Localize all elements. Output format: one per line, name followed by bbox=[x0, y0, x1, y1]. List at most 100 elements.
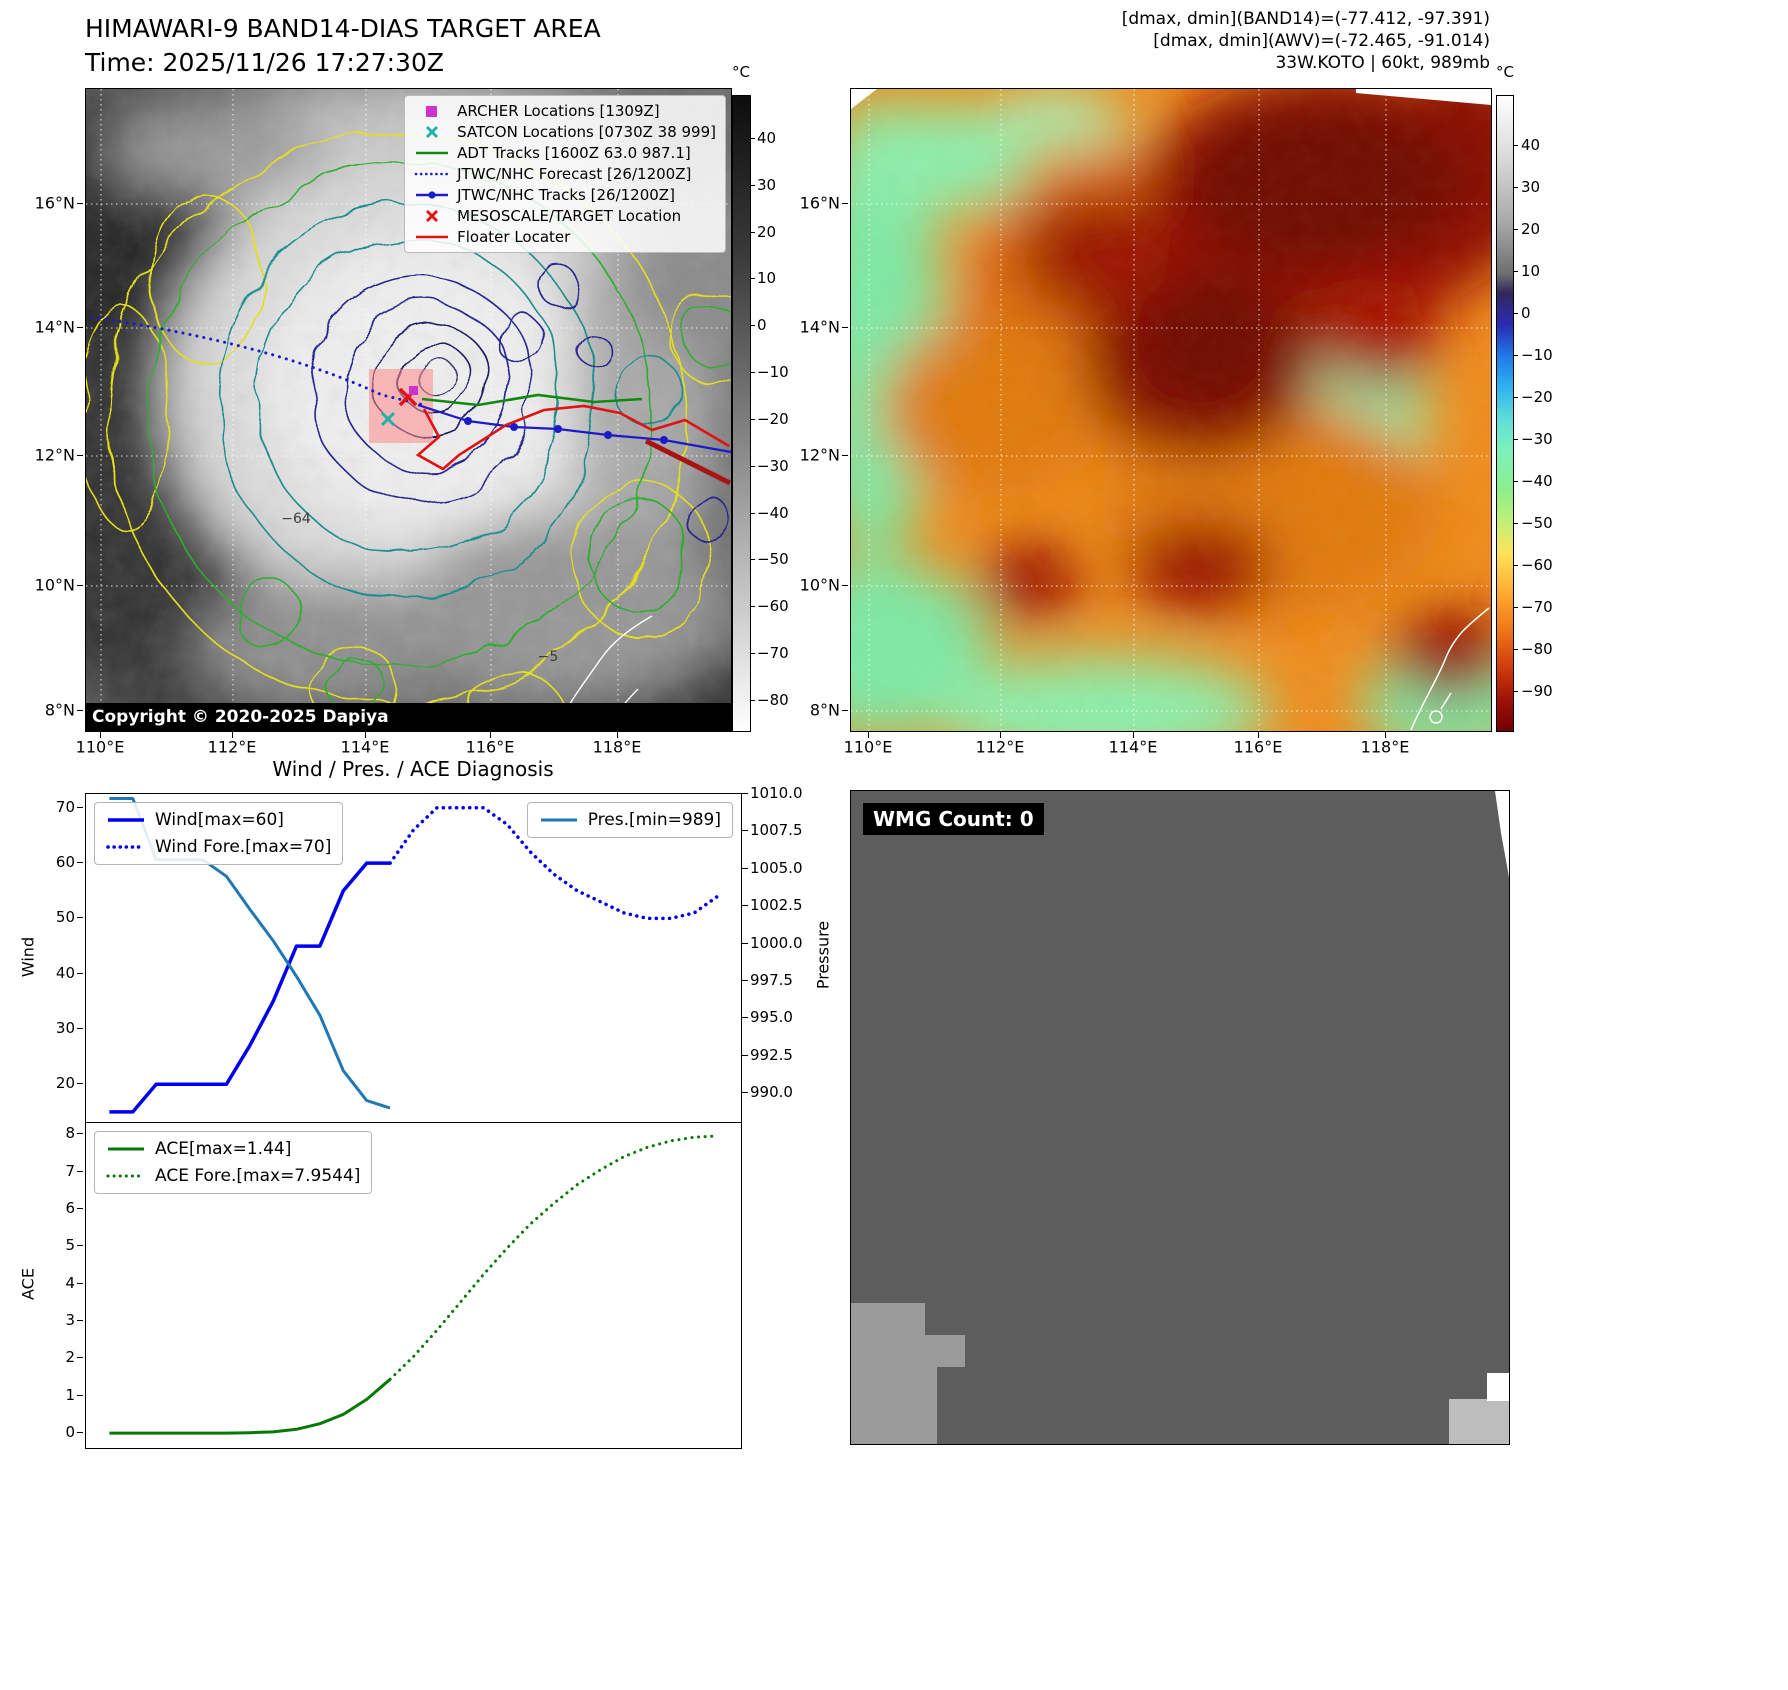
tick-mark bbox=[232, 732, 233, 738]
lat-lon-grid bbox=[86, 89, 731, 731]
ace-axis-label: ACE bbox=[18, 1268, 38, 1300]
line-sample-icon bbox=[540, 818, 577, 822]
tick-mark bbox=[742, 1092, 748, 1094]
tick-mark bbox=[750, 465, 755, 467]
header-line: [dmax, dmin](BAND14)=(-77.412, -97.391) bbox=[1121, 9, 1490, 29]
map-legend-label: Floater Locater bbox=[457, 228, 571, 246]
wmg-image bbox=[851, 791, 1509, 1444]
ace-chart: ACE[max=1.44] ACE Fore.[max=7.9544] bbox=[85, 1122, 742, 1449]
tick-mark bbox=[1513, 523, 1518, 524]
tick-mark bbox=[750, 184, 755, 186]
tick-mark bbox=[617, 732, 618, 738]
right-colorbar-tick: 30 bbox=[1521, 178, 1541, 196]
legend-item: ACE[max=1.44] bbox=[106, 1139, 360, 1159]
wmg-corner-block bbox=[1449, 1399, 1509, 1444]
satcon-x-marker-icon bbox=[380, 411, 396, 427]
diagnosis-title: Wind / Pres. / ACE Diagnosis bbox=[272, 757, 554, 781]
pressure-y-tick: 1000.0 bbox=[750, 933, 803, 952]
map-legend-item: MESOSCALE/TARGET Location bbox=[414, 207, 716, 225]
tick-mark bbox=[1513, 229, 1518, 230]
right-colorbar-tick: −40 bbox=[1521, 472, 1553, 490]
pressure-y-tick: 1007.5 bbox=[750, 821, 803, 840]
band14-satellite-image bbox=[86, 89, 731, 731]
right-colorbar-tick: 40 bbox=[1521, 136, 1541, 154]
left-colorbar-tick: 10 bbox=[757, 269, 777, 288]
left-map-x-tick: 118°E bbox=[592, 737, 642, 757]
right-map-y-tick: 16°N bbox=[799, 193, 840, 213]
header-line: [dmax, dmin](AWV)=(-72.465, -91.014) bbox=[1153, 31, 1490, 51]
line-marker-icon bbox=[416, 151, 449, 155]
archer-square-marker-icon bbox=[409, 386, 418, 395]
right-map-x-tick: 110°E bbox=[843, 737, 893, 757]
tick-mark bbox=[365, 732, 366, 738]
tick-mark bbox=[1513, 145, 1518, 146]
right-map-x-tick: 118°E bbox=[1360, 737, 1410, 757]
left-colorbar-unit: °C bbox=[732, 63, 750, 81]
left-colorbar-tick: −40 bbox=[757, 503, 789, 522]
ace-y-tick: 1 bbox=[65, 1385, 75, 1404]
tick-mark bbox=[77, 203, 83, 204]
right-colorbar-tick: 10 bbox=[1521, 262, 1541, 280]
right-colorbar-tick: −70 bbox=[1521, 598, 1553, 616]
lat-lon-grid bbox=[851, 89, 1491, 731]
wmg-panel: WMG Count: 0 bbox=[850, 790, 1510, 1445]
pressure-y-tick: 992.5 bbox=[750, 1045, 793, 1064]
pressure-axis-label: Pressure bbox=[813, 920, 833, 990]
legend-label: ACE[max=1.44] bbox=[155, 1139, 292, 1159]
jtwc-track-points bbox=[464, 417, 668, 444]
tick-mark bbox=[742, 942, 748, 944]
tick-mark bbox=[750, 559, 755, 561]
tick-mark bbox=[77, 1207, 83, 1209]
left-map-y-tick: 8°N bbox=[44, 700, 75, 720]
right-colorbar-tick: −20 bbox=[1521, 388, 1553, 406]
left-colorbar-tick: −10 bbox=[757, 363, 789, 382]
wmg-white-notch bbox=[1487, 1373, 1509, 1401]
contour-label: −5 bbox=[537, 649, 559, 665]
square-marker-icon bbox=[426, 106, 438, 117]
tick-mark bbox=[750, 606, 755, 608]
tick-mark bbox=[842, 327, 848, 328]
tick-mark bbox=[1513, 691, 1518, 692]
tick-mark bbox=[1513, 481, 1518, 482]
legend-item: Wind Fore.[max=70] bbox=[106, 837, 331, 857]
tick-mark bbox=[77, 1133, 83, 1135]
legend-label: ACE Fore.[max=7.9544] bbox=[155, 1166, 361, 1186]
left-colorbar-tick: −50 bbox=[757, 550, 789, 569]
tick-mark bbox=[1513, 397, 1518, 398]
line-marker-icon bbox=[416, 235, 449, 239]
right-map-y-tick: 8°N bbox=[809, 700, 840, 720]
tick-mark bbox=[750, 372, 755, 374]
tick-mark bbox=[77, 1028, 83, 1029]
ace-y-tick: 8 bbox=[65, 1124, 75, 1143]
map-legend-label: JTWC/NHC Forecast [26/1200Z] bbox=[457, 165, 692, 183]
right-map-y-tick: 14°N bbox=[799, 317, 840, 337]
ace-plot bbox=[109, 1134, 720, 1435]
left-map-x-tick: 116°E bbox=[465, 737, 515, 757]
tick-mark bbox=[77, 710, 83, 711]
tick-mark bbox=[842, 585, 848, 586]
series-line bbox=[109, 1378, 392, 1435]
tick-mark bbox=[77, 1245, 83, 1247]
wind-y-tick: 30 bbox=[55, 1019, 75, 1037]
pressure-y-tick: 990.0 bbox=[750, 1083, 793, 1102]
tick-mark bbox=[742, 793, 748, 794]
left-colorbar-tick: 0 bbox=[757, 316, 767, 335]
tick-mark bbox=[77, 1170, 83, 1172]
right-colorbar-unit: °C bbox=[1496, 63, 1514, 81]
tick-mark bbox=[1258, 732, 1259, 738]
map-legend-item: ARCHER Locations [1309Z] bbox=[414, 102, 716, 120]
tick-mark bbox=[77, 806, 83, 808]
series-line bbox=[388, 806, 720, 921]
tick-mark bbox=[742, 905, 748, 907]
pressure-y-tick: 1002.5 bbox=[750, 896, 803, 915]
right-colorbar-tick: 20 bbox=[1521, 220, 1541, 238]
band14-target-area-map: ARCHER Locations [1309Z] SATCON Locations… bbox=[85, 88, 732, 732]
wind-pressure-chart: Wind[max=60] Wind Fore.[max=70] Pres.[min=… bbox=[85, 793, 742, 1124]
pressure-legend: Pres.[min=989] bbox=[526, 802, 733, 838]
map-legend-item: SATCON Locations [0730Z 38 999] bbox=[414, 123, 716, 141]
right-colorbar-tick: −90 bbox=[1521, 682, 1553, 700]
tick-mark bbox=[750, 418, 755, 420]
header-line: 33W.KOTO | 60kt, 989mb bbox=[1275, 53, 1490, 73]
wind-y-tick: 70 bbox=[55, 797, 75, 816]
legend-label: Wind Fore.[max=70] bbox=[155, 837, 332, 857]
